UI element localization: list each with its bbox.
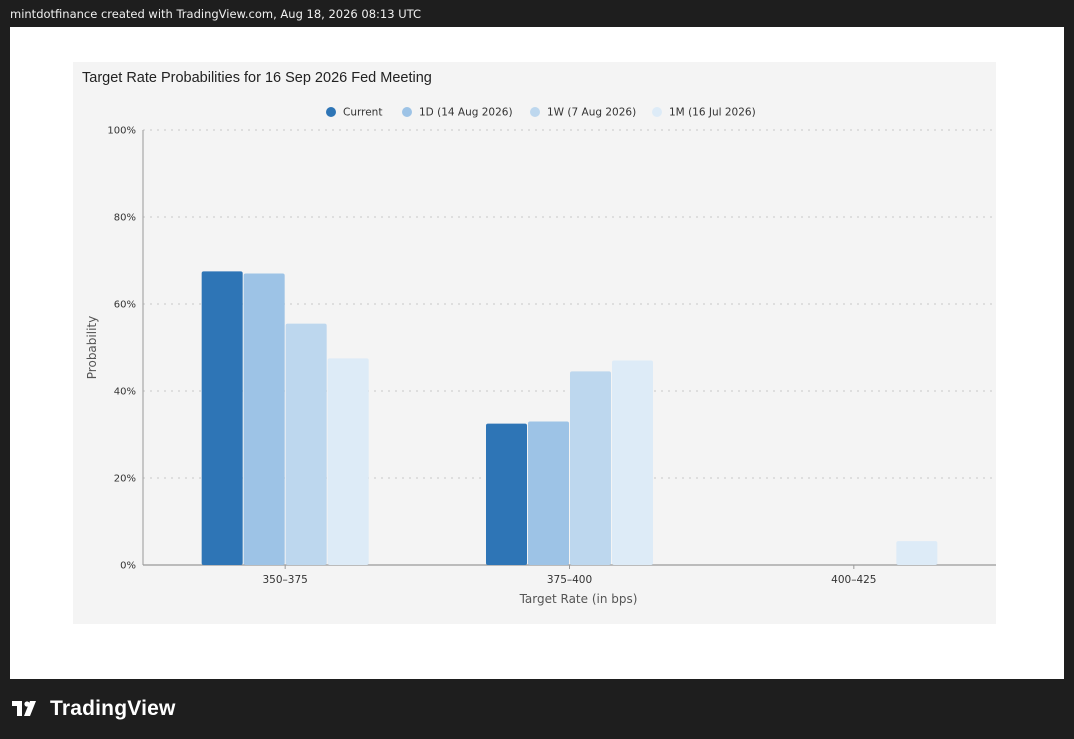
tradingview-brand[interactable]: TradingView — [12, 697, 176, 721]
legend-label: 1M (16 Jul 2026) — [669, 107, 756, 119]
bar-m1 — [327, 358, 369, 565]
bar-w1 — [285, 323, 327, 565]
legend-marker-d1 — [402, 107, 412, 117]
y-axis-title: Probability — [85, 316, 99, 379]
chart-panel: Target Rate Probabilities for 16 Sep 202… — [73, 62, 996, 624]
bar-m1 — [612, 360, 653, 565]
x-tick-label: 400–425 — [831, 574, 876, 586]
brand-name: TradingView — [50, 697, 176, 720]
tradingview-logo-icon — [12, 701, 36, 716]
bar-w1 — [570, 371, 611, 565]
x-tick-label: 375–400 — [547, 574, 592, 586]
x-axis-title: Target Rate (in bps) — [519, 592, 638, 606]
legend-label: 1W (7 Aug 2026) — [547, 107, 636, 119]
chart-title: Target Rate Probabilities for 16 Sep 202… — [82, 70, 432, 86]
y-tick-label: 0% — [120, 561, 136, 572]
legend-label: Current — [343, 107, 382, 119]
chart-frame: Target Rate Probabilities for 16 Sep 202… — [10, 27, 1064, 679]
bar-chart: 0% 20% 40% 60% 80% 100% 350–375 375–400 400–425 T… — [85, 107, 996, 606]
bar-m1 — [896, 541, 938, 565]
x-tick-label: 350–375 — [262, 574, 307, 586]
attribution-text: mintdotfinance created with TradingView.… — [10, 7, 422, 21]
legend-marker-current — [326, 107, 336, 117]
bar-d1 — [528, 421, 569, 565]
bar-current — [201, 271, 243, 565]
y-tick-label: 60% — [114, 300, 136, 311]
y-tick-label: 100% — [107, 126, 136, 137]
y-tick-label: 80% — [114, 213, 136, 224]
y-tick-label: 20% — [114, 474, 136, 485]
bar-current — [486, 423, 527, 565]
legend-marker-w1 — [530, 107, 540, 117]
legend-marker-m1 — [652, 107, 662, 117]
bar-d1 — [243, 273, 285, 565]
y-tick-label: 40% — [114, 387, 136, 398]
legend-label: 1D (14 Aug 2026) — [419, 107, 513, 119]
